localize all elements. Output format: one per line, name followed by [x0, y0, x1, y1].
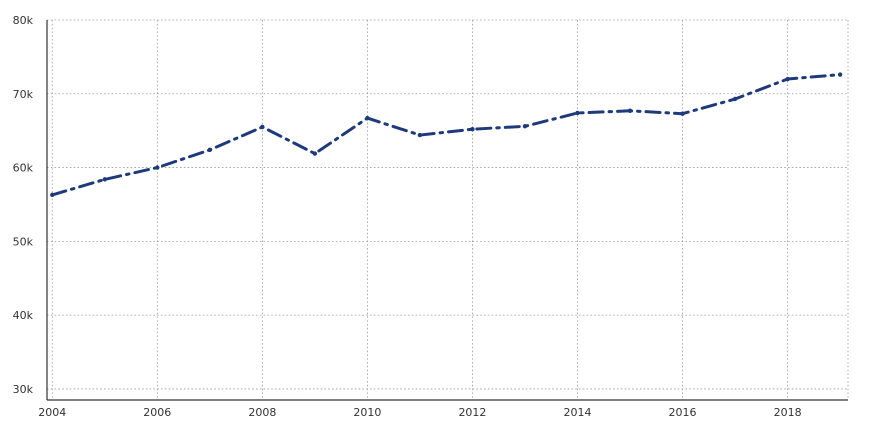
y-tick-label: 70k [13, 88, 34, 101]
x-tick-label: 2010 [353, 406, 381, 419]
data-point [837, 72, 843, 77]
data-point [155, 165, 160, 170]
data-point [207, 147, 213, 153]
y-tick-label: 80k [13, 14, 34, 27]
data-point [680, 111, 685, 116]
axis-layer [46, 20, 848, 401]
x-tick-label: 2016 [669, 406, 697, 419]
y-tick-label: 40k [13, 309, 34, 322]
x-tick-label: 2018 [774, 406, 802, 419]
data-point [417, 132, 423, 138]
data-point [102, 177, 107, 182]
x-tick-label: 2014 [563, 406, 591, 419]
series-layer [50, 72, 843, 198]
data-point [627, 108, 633, 113]
data-point [732, 96, 738, 102]
data-point [522, 124, 528, 129]
x-tick-label: 2006 [143, 406, 171, 419]
series-line [50, 73, 842, 197]
y-tick-label: 60k [13, 162, 34, 175]
data-point [785, 76, 790, 82]
data-point [365, 115, 370, 121]
x-tick-label: 2012 [458, 406, 486, 419]
grid-layer [47, 19, 849, 400]
data-point [575, 110, 580, 116]
data-point [312, 151, 318, 156]
tick-label-layer: 30k 40k 50k 60k 70k 80k 2004 2006 2008 2010 2012 20… [13, 14, 802, 419]
x-tick-label: 2004 [38, 406, 66, 419]
data-point [470, 127, 475, 132]
data-point [50, 192, 55, 198]
y-tick-label: 50k [13, 235, 34, 248]
x-tick-label: 2008 [248, 406, 276, 419]
data-point [260, 124, 265, 130]
y-tick-label: 30k [13, 383, 34, 396]
